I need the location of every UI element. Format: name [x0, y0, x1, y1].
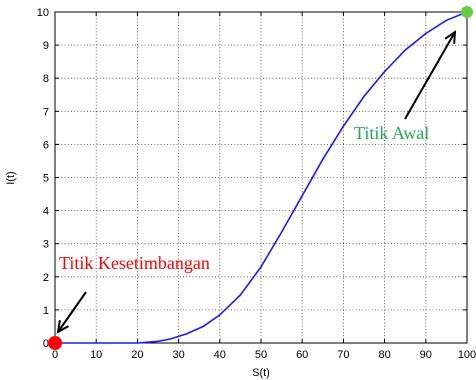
annotation-equilibrium-label: Titik Kesetimbangan — [59, 253, 210, 273]
arrow-to-equilibrium — [56, 291, 87, 334]
y-tick-label: 8 — [43, 73, 49, 85]
x-tick-label: 40 — [214, 349, 226, 361]
x-tick-label: 50 — [255, 349, 267, 361]
equilibrium-marker — [48, 336, 62, 350]
y-tick-label: 2 — [43, 272, 49, 284]
x-tick-label: 0 — [52, 349, 58, 361]
y-tick-label: 9 — [43, 40, 49, 52]
series-line — [55, 11, 468, 344]
x-axis-label: S(t) — [252, 367, 270, 379]
x-tick-label: 10 — [90, 349, 102, 361]
grid-lines — [55, 12, 467, 343]
y-axis-label: I(t) — [5, 171, 17, 184]
y-tick-label: 5 — [43, 173, 49, 185]
x-tick-label: 80 — [378, 349, 390, 361]
y-tick-label: 10 — [37, 7, 49, 19]
y-tick-label: 6 — [43, 139, 49, 151]
axis-ticks: 0 10 20 30 40 50 60 70 80 90 100 0 1 2 3 4 5 6 7 8 9 10 — [37, 7, 476, 361]
x-tick-label: 70 — [337, 349, 349, 361]
series-group — [55, 11, 468, 344]
arrow-to-initial — [404, 30, 457, 120]
y-tick-label: 4 — [43, 206, 49, 218]
annotation-initial-label: Titik Awal — [354, 123, 429, 143]
y-tick-label: 3 — [43, 239, 49, 251]
y-tick-label: 0 — [43, 338, 49, 350]
x-tick-label: 60 — [296, 349, 308, 361]
y-tick-label: 1 — [43, 305, 49, 317]
annotation-arrows — [56, 30, 457, 334]
markers-group — [48, 6, 473, 350]
initial-marker — [461, 6, 473, 18]
x-tick-label: 30 — [172, 349, 184, 361]
x-tick-label: 90 — [420, 349, 432, 361]
x-tick-label: 100 — [458, 349, 476, 361]
y-tick-label: 7 — [43, 106, 49, 118]
x-tick-label: 20 — [131, 349, 143, 361]
